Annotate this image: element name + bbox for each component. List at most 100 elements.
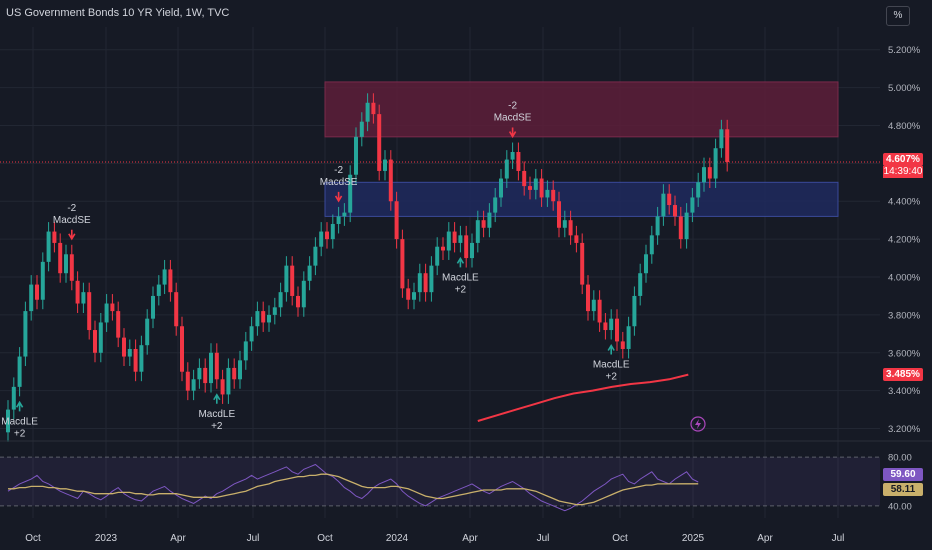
candle-body: [458, 235, 463, 243]
candle-body: [655, 216, 660, 236]
candle-body: [423, 273, 428, 293]
x-tick-label: Apr: [462, 533, 478, 544]
rsi-value-badge: 59.60: [883, 468, 923, 481]
candle-body: [232, 367, 237, 380]
candle-body: [238, 360, 242, 380]
candle-body: [702, 167, 706, 183]
x-tick-label: Oct: [317, 533, 333, 544]
candle-body: [632, 295, 637, 327]
candle-body: [127, 348, 132, 357]
candle-body: [499, 178, 503, 198]
candle-body: [23, 311, 28, 357]
candle-body: [644, 254, 648, 274]
candle-body: [162, 269, 167, 285]
short-signal-count: -2: [67, 203, 76, 214]
candle-body: [261, 311, 266, 323]
price-tick-label: 3.400%: [888, 386, 921, 397]
candle-body: [406, 288, 411, 300]
x-tick-label: 2024: [386, 533, 409, 544]
x-tick-label: 2025: [682, 533, 705, 544]
candle-body: [354, 136, 358, 175]
candle-body: [145, 318, 150, 346]
candle-body: [29, 284, 34, 312]
candle-body: [516, 152, 521, 171]
candle-body: [545, 189, 550, 198]
candle-body: [609, 318, 614, 331]
rsi-tick-label: 40.00: [888, 501, 912, 512]
rsi-ma-value-badge: 58.11: [883, 483, 923, 496]
current-price-badge: 4.607%: [883, 153, 923, 166]
short-signal-arrow: [334, 191, 343, 203]
candle-body: [470, 242, 474, 259]
price-tick-label: 4.200%: [888, 235, 921, 246]
candle-body: [371, 102, 376, 115]
candle-body: [64, 254, 68, 274]
x-tick-label: Oct: [612, 533, 628, 544]
candle-body: [75, 280, 80, 304]
price-tick-label: 5.200%: [888, 45, 921, 56]
candle-body: [493, 197, 498, 213]
price-tick-label: 3.600%: [888, 348, 921, 359]
price-tick-label: 5.000%: [888, 83, 921, 94]
candle-body: [342, 212, 347, 217]
candle-body: [574, 235, 579, 243]
short-signal-label: MacdSE: [320, 177, 358, 188]
candle-body: [684, 212, 689, 240]
long-signal-count: +2: [211, 421, 223, 432]
candle-body: [580, 242, 585, 285]
candle-body: [441, 246, 445, 251]
candle-body: [568, 220, 573, 236]
candle-body: [209, 352, 213, 384]
candle-body: [348, 174, 353, 213]
candle-body: [214, 352, 219, 380]
candle-body: [203, 367, 208, 384]
x-tick-label: Oct: [25, 533, 41, 544]
candle-body: [591, 299, 596, 312]
candle-body: [539, 178, 544, 198]
candle-body: [180, 326, 184, 372]
candle-body: [69, 254, 74, 281]
support-zone: [324, 181, 839, 217]
x-tick-label: Apr: [757, 533, 773, 544]
candle-body: [435, 246, 440, 266]
candle-body: [17, 356, 22, 387]
candle-body: [46, 231, 51, 262]
price-tick-label: 4.800%: [888, 121, 921, 132]
candle-body: [412, 292, 416, 300]
candle-body: [243, 341, 248, 361]
long-signal-arrow: [213, 393, 221, 404]
short-signal-arrow: [508, 127, 517, 139]
candle-body: [487, 212, 492, 228]
candle-body: [719, 129, 724, 149]
candle-body: [678, 216, 683, 240]
percent-scale-button[interactable]: %: [886, 6, 910, 26]
candle-body: [191, 379, 196, 391]
candle-body: [446, 231, 451, 251]
candle-body: [319, 231, 324, 247]
candle-body: [673, 205, 677, 217]
candle-body: [110, 303, 115, 312]
candle-body: [365, 102, 370, 122]
candle-body: [394, 201, 399, 240]
candle-body: [603, 322, 608, 331]
candle-body: [359, 121, 364, 137]
candle-body: [40, 261, 45, 300]
candle-body: [533, 178, 538, 190]
moving-average-line: [477, 373, 689, 422]
candle-body: [417, 273, 422, 293]
candle-body: [562, 220, 567, 228]
long-signal-count: +2: [605, 372, 617, 383]
short-signal-count: -2: [508, 101, 517, 112]
candle-body: [510, 152, 515, 160]
candle-body: [707, 167, 712, 179]
price-tick-label: 4.400%: [888, 197, 921, 208]
candle-body: [452, 231, 457, 243]
long-signal-count: +2: [455, 284, 467, 295]
candle-body: [586, 284, 590, 312]
countdown-badge: 14:39:40: [883, 166, 923, 178]
candle-body: [58, 242, 63, 274]
candle-body: [35, 284, 39, 300]
candle-body: [713, 148, 718, 179]
candle-body: [557, 201, 561, 228]
